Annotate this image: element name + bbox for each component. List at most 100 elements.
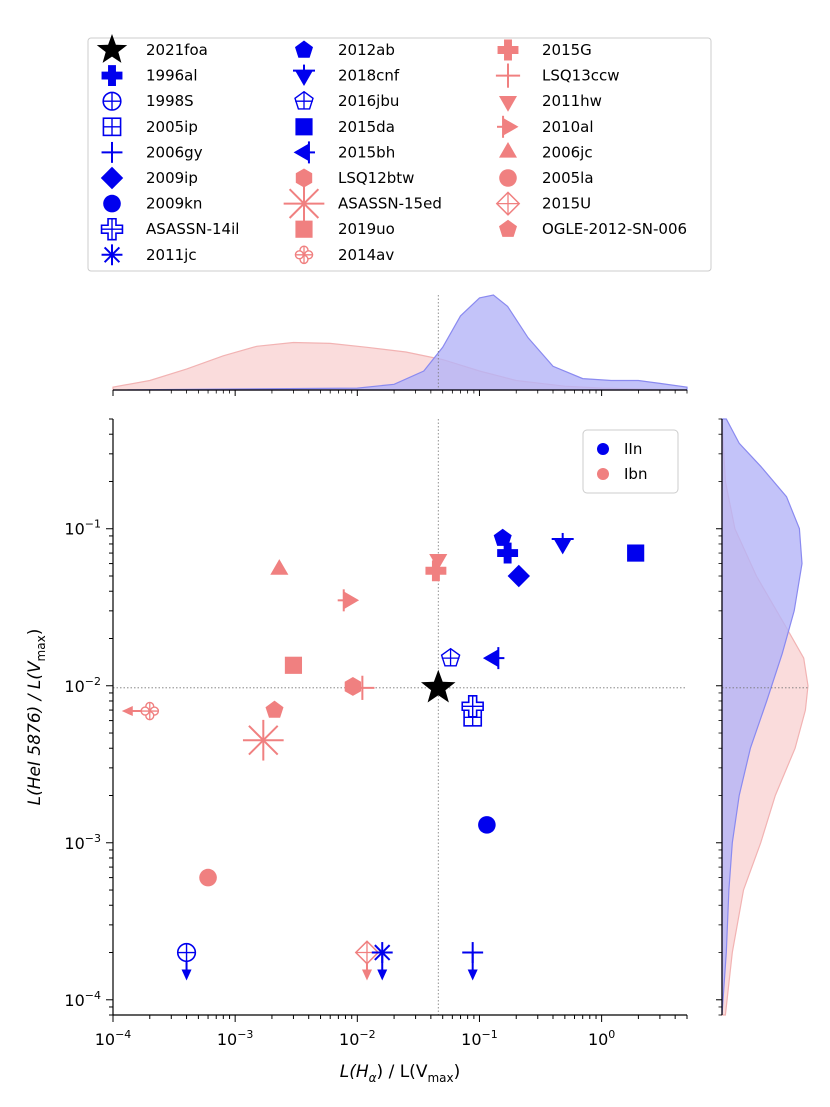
data-point-2015g <box>425 560 447 582</box>
legend-label: 2018cnf <box>338 67 400 85</box>
data-point-2016jbu <box>440 647 461 667</box>
y-tick-label: 10−1 <box>64 518 101 539</box>
class-legend: IIn Ibn <box>582 429 679 494</box>
legend-entry-2010al: 2010al <box>497 115 594 138</box>
legend-label: 1996al <box>146 67 198 85</box>
legend-label: 2010al <box>542 118 594 136</box>
data-point-2011hw <box>429 554 448 570</box>
kde-iin-y <box>721 418 803 1016</box>
legend-entry-2018cnf: 2018cnf <box>293 64 400 86</box>
legend-label: 2015da <box>338 118 395 136</box>
marker-shape <box>101 65 123 87</box>
marker-legend: 2021foa 1996al 1998S 2005ip 2006gy 2009ip 2009… <box>87 34 712 272</box>
data-point-2018cnf <box>551 532 574 555</box>
legend-entry-2012ab: 2012ab <box>295 40 395 59</box>
legend-label: 2006jc <box>542 143 593 161</box>
legend-entry-2016jbu: 2016jbu <box>294 90 399 110</box>
legend-entry-2019uo: 2019uo <box>295 220 395 238</box>
legend-label: ASASSN-14il <box>146 220 239 238</box>
data-point-2015u <box>354 940 380 981</box>
marker-shape <box>288 188 320 219</box>
legend-entry-1998s: 1998S <box>102 91 194 111</box>
data-point-2015da <box>627 544 645 562</box>
marker-shape <box>497 542 519 564</box>
marker-shape <box>295 220 313 238</box>
legend-entry-2021foa: 2021foa <box>96 34 208 63</box>
class-legend-dot-ibn <box>597 468 609 480</box>
legend-label: 2015G <box>542 41 592 59</box>
marker-shape <box>499 142 517 158</box>
data-point-asassn-15ed <box>242 719 284 761</box>
legend-label: 2019uo <box>338 220 395 238</box>
legend-entry-2014av: 2014av <box>294 245 394 265</box>
legend-entry-2009kn: 2009kn <box>103 195 202 213</box>
data-point-2005la <box>199 868 217 887</box>
top-kde-panel <box>112 294 688 396</box>
x-tick-label: 10−2 <box>339 1028 376 1049</box>
marker-shape <box>493 528 512 546</box>
legend-label: 2009ip <box>146 169 198 187</box>
legend-label: 2011hw <box>542 92 602 110</box>
data-point-2010al <box>337 589 360 612</box>
data-point-2012ab <box>493 528 512 546</box>
marker-shape <box>103 194 121 213</box>
legend-label: 2011jc <box>146 246 197 264</box>
legend-entry-2015da: 2015da <box>295 118 395 136</box>
x-tick-label: 10−1 <box>461 1028 498 1049</box>
marker-shape <box>425 560 447 582</box>
legend-label: 2016jbu <box>338 92 399 110</box>
data-point-2009ip <box>507 564 530 588</box>
legend-label: 1998S <box>146 92 194 110</box>
limit-arrow-head <box>181 969 192 981</box>
legend-entry-2015bh: 2015bh <box>293 141 395 164</box>
limit-arrow-head <box>467 969 478 981</box>
marker-shape <box>429 554 448 570</box>
legend-entry-1996al: 1996al <box>101 65 198 87</box>
legend-label: LSQ12btw <box>338 169 414 187</box>
legend-entry-2005la: 2005la <box>499 169 594 187</box>
marker-shape <box>284 656 303 674</box>
class-legend-label-ibn: Ibn <box>624 465 647 483</box>
marker-shape <box>497 39 519 61</box>
kde-iin-x <box>112 294 688 391</box>
y-tick-label: 10−4 <box>64 989 101 1010</box>
marker-shape <box>499 169 517 187</box>
legend-label: 2014av <box>338 246 394 264</box>
legend-entry-2006jc: 2006jc <box>499 142 593 161</box>
marker-shape <box>499 96 517 112</box>
x-tick-label: 100 <box>588 1028 615 1049</box>
legend-label: 2015U <box>542 195 591 213</box>
legend-entry-2006gy: 2006gy <box>101 141 203 163</box>
marker-shape <box>478 816 496 834</box>
marker-shape <box>270 559 289 575</box>
legend-label: 2006gy <box>146 143 203 161</box>
data-point-2019uo <box>284 656 303 674</box>
data-point-lsq12btw <box>344 677 362 696</box>
data-point-2014av <box>121 701 160 721</box>
legend-entry-2011jc: 2011jc <box>101 244 197 266</box>
y-tick-label: 10−3 <box>64 832 101 853</box>
main-scatter-panel: 10−4 10−3 10−2 10−1 10010−410−310−210−1L(Hα)… <box>25 418 688 1085</box>
marker-shape <box>103 246 121 263</box>
legend-label: 2009kn <box>146 195 202 213</box>
data-point-2006gy <box>462 942 484 981</box>
x-axis-title: L(Hα) / L(Vmax) <box>340 1062 461 1085</box>
marker-shape <box>295 118 313 136</box>
legend-entry-lsq13ccw: LSQ13ccw <box>495 63 620 88</box>
data-point-lsq13ccw <box>350 675 375 700</box>
limit-arrow-head <box>361 969 372 981</box>
x-tick-label: 10−4 <box>95 1028 132 1049</box>
marker-shape <box>248 725 279 756</box>
limit-arrow-head <box>377 969 388 981</box>
y-tick-label: 10−2 <box>64 675 101 696</box>
data-point-2009kn <box>478 816 496 834</box>
legend-entry-2011hw: 2011hw <box>499 92 602 112</box>
legend-entry-2009ip: 2009ip <box>100 166 198 190</box>
data-point-ogle-2012-sn-006 <box>265 700 284 718</box>
legend-frame <box>87 37 712 272</box>
right-kde-panel <box>716 418 809 1016</box>
legend-entry-2015u: 2015U <box>495 191 591 216</box>
marker-shape <box>295 40 313 58</box>
data-point-1998s <box>176 942 197 981</box>
